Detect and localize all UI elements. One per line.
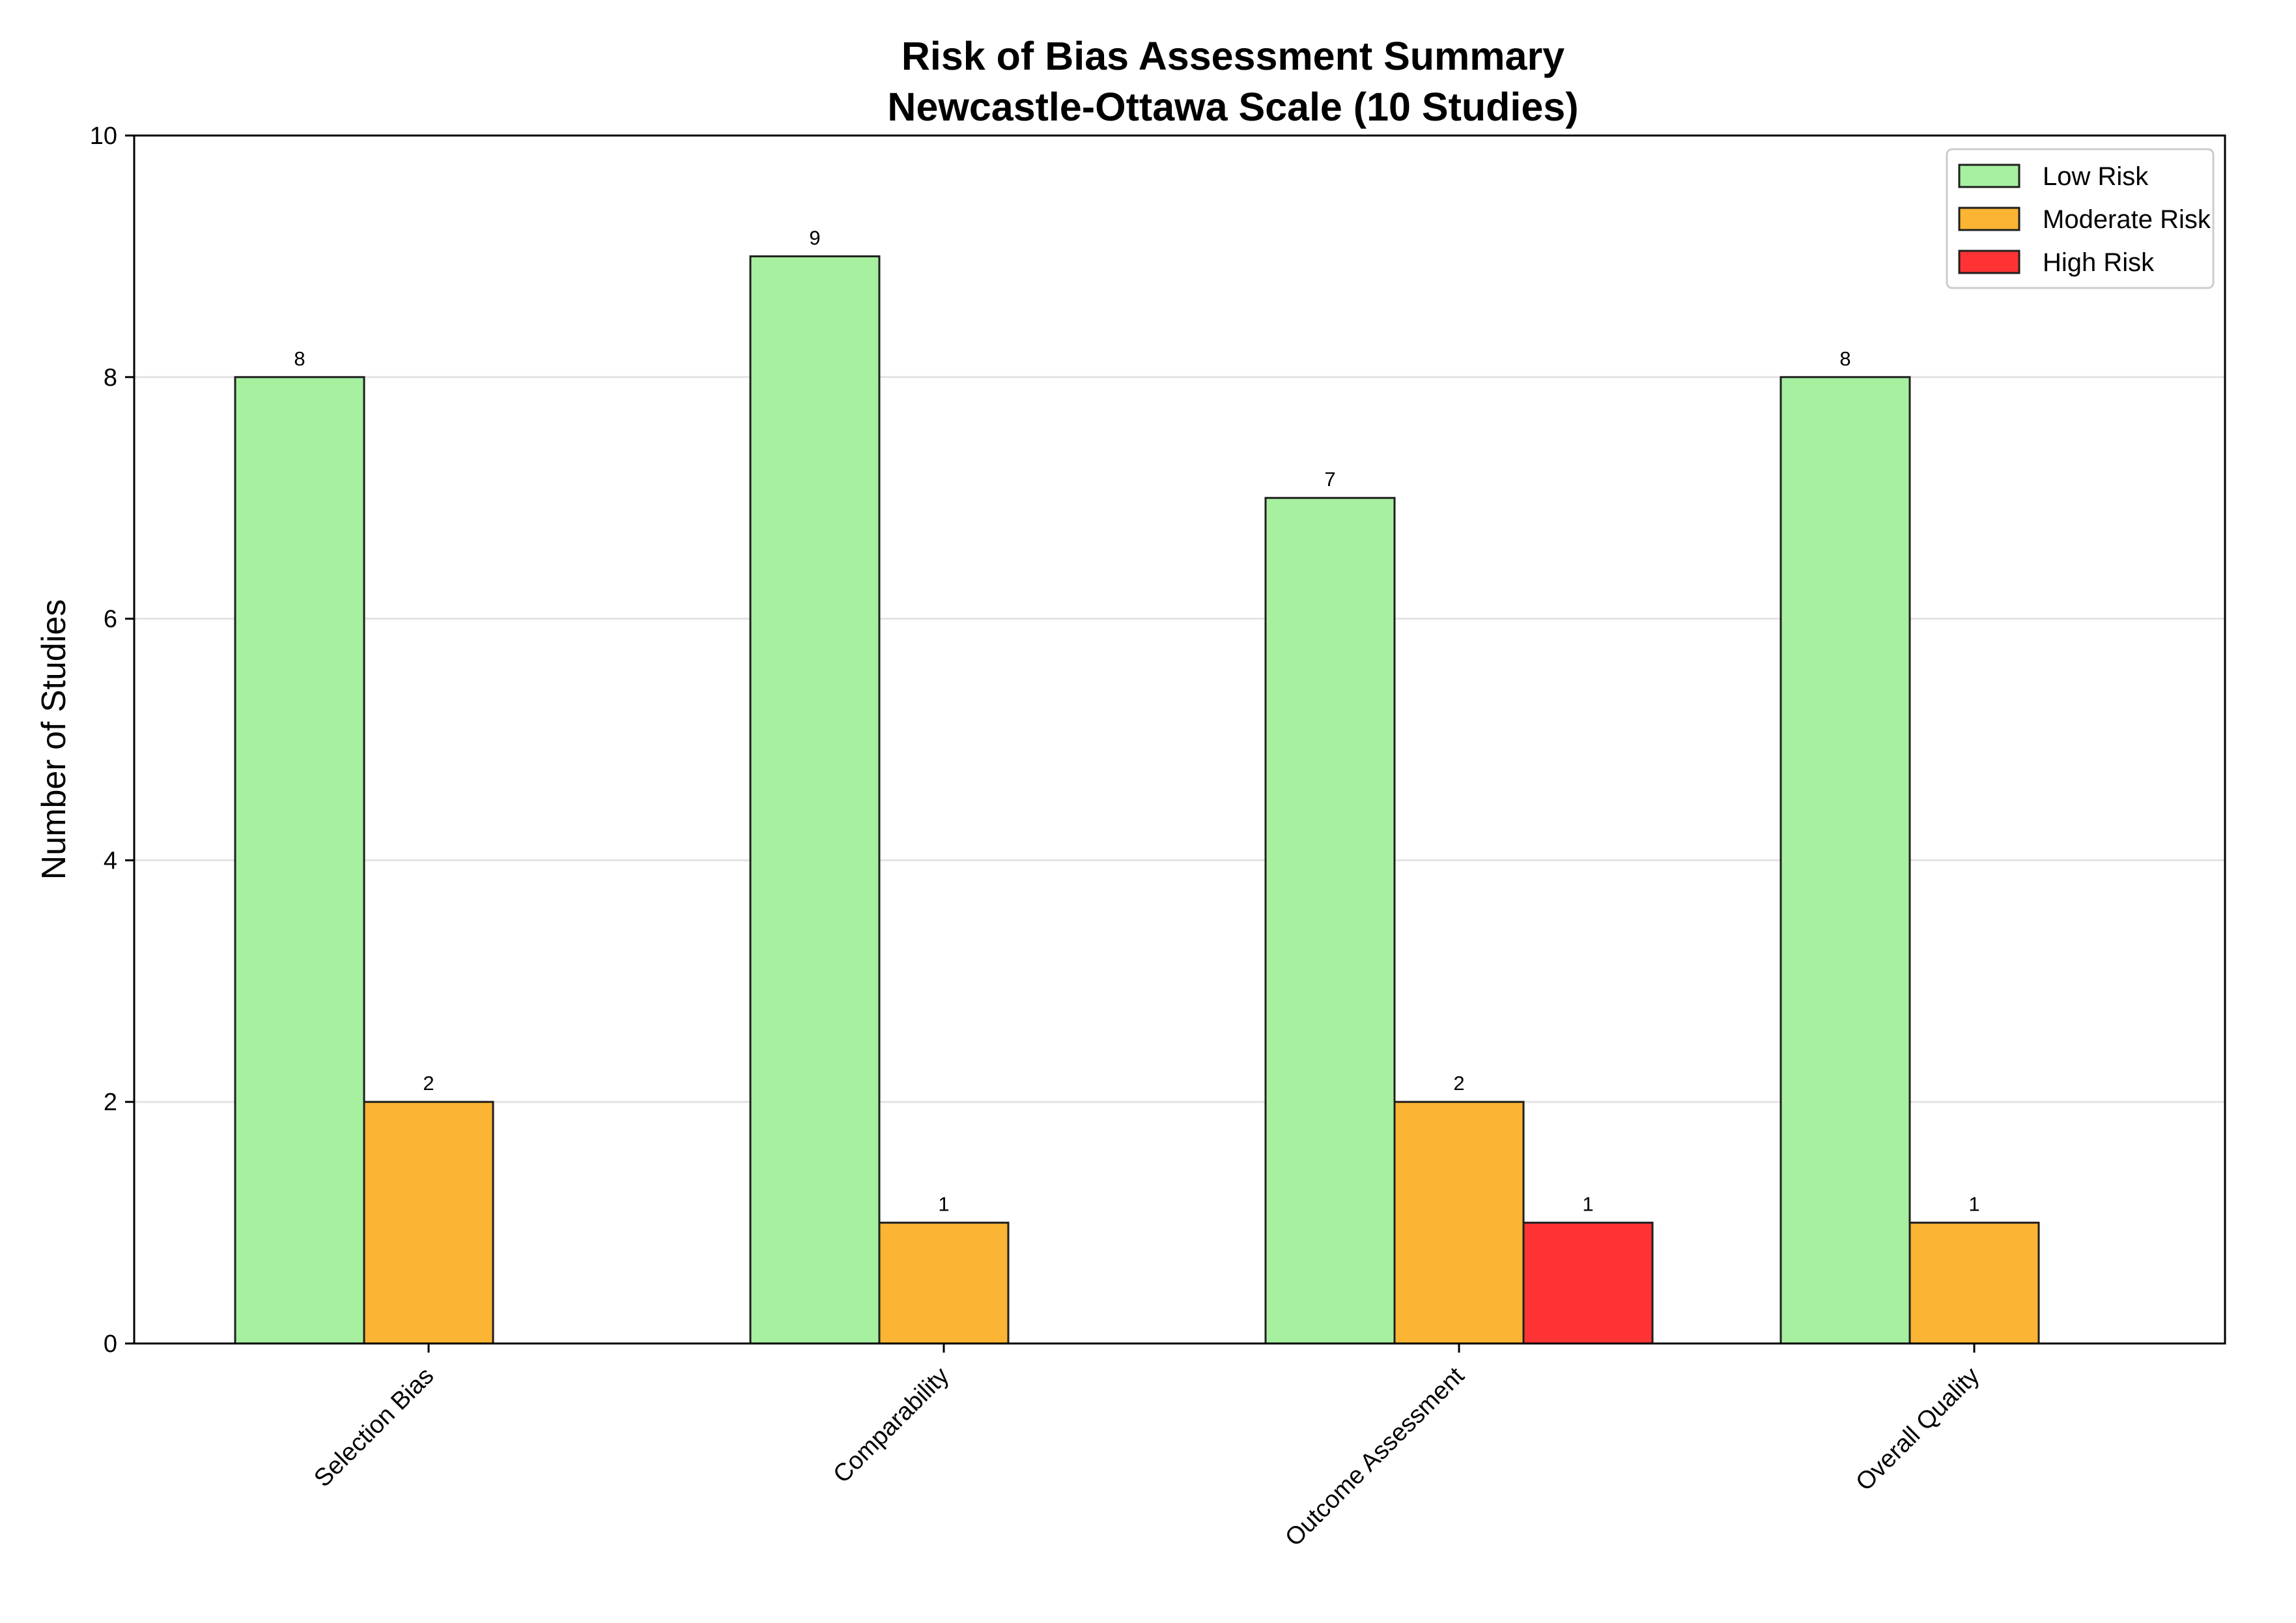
y-tick-label: 10 xyxy=(90,122,117,150)
bar xyxy=(1393,1100,1525,1345)
bars xyxy=(234,255,2168,1345)
y-axis: 0 2 4 6 8 10 xyxy=(90,122,134,1358)
y-axis-label: Number of Studies xyxy=(35,599,73,880)
data-label: 8 xyxy=(1839,347,1850,370)
y-tick-label: 2 xyxy=(104,1089,117,1116)
bar xyxy=(749,255,881,1345)
legend-label: Moderate Risk xyxy=(2043,205,2211,234)
bar xyxy=(1908,1222,2040,1345)
legend-label: Low Risk xyxy=(2043,162,2149,191)
data-label: 1 xyxy=(1582,1193,1593,1216)
legend-swatch xyxy=(1958,164,2020,188)
bar xyxy=(1522,1222,1654,1345)
plot-frame xyxy=(133,134,2226,1345)
bar xyxy=(234,376,365,1345)
legend-label: High Risk xyxy=(2043,248,2155,277)
chart-title-line-2: Newcastle-Ottawa Scale (10 Studies) xyxy=(887,85,1578,129)
data-label: 1 xyxy=(1968,1193,1979,1216)
data-label: 9 xyxy=(809,226,820,249)
y-tick-label: 8 xyxy=(104,364,117,392)
legend-swatch xyxy=(1958,207,2020,231)
data-label: 8 xyxy=(294,347,305,370)
legend: Low Risk Moderate Risk High Risk xyxy=(1946,148,2215,289)
y-tick-label: 0 xyxy=(104,1330,117,1358)
data-labels: 8 2 9 1 7 2 1 8 1 xyxy=(294,226,1979,1215)
legend-swatch xyxy=(1958,250,2020,274)
data-label: 7 xyxy=(1324,468,1335,491)
bar xyxy=(1779,376,1911,1345)
data-label: 2 xyxy=(1453,1072,1464,1095)
data-label: 2 xyxy=(423,1072,434,1095)
y-tick-label: 4 xyxy=(104,847,117,874)
chart-title-line-1: Risk of Bias Assessment Summary xyxy=(901,34,1565,78)
bar xyxy=(363,1100,494,1345)
bar xyxy=(878,1222,1010,1345)
y-tick-label: 6 xyxy=(104,606,117,633)
data-label: 1 xyxy=(938,1193,949,1216)
bar xyxy=(1264,496,1396,1345)
